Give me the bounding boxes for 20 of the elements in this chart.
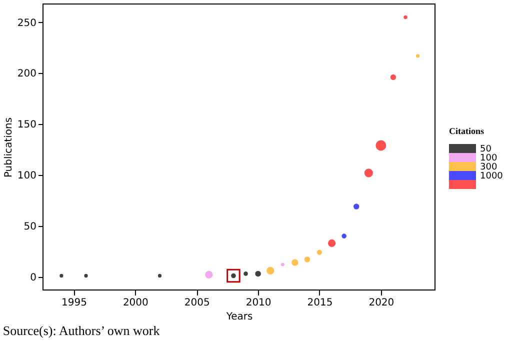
y-tick-label: 200 — [17, 68, 36, 80]
legend-label: 100 — [480, 154, 498, 164]
legend-label: 1000 — [480, 172, 504, 182]
source-note: Source(s): Authors’ own work — [2, 323, 160, 338]
y-tick-label: 50 — [24, 221, 36, 232]
x-tick-label: 1995 — [61, 298, 87, 308]
x-tick-label: 2020 — [368, 298, 394, 308]
x-axis-title: Years — [225, 312, 253, 322]
y-tick-label: 0 — [30, 272, 36, 284]
y-tick-label: 150 — [17, 120, 36, 131]
x-tick-label: 2000 — [122, 298, 148, 308]
x-tick-label: 2015 — [307, 298, 333, 308]
legend-label: 300 — [480, 162, 498, 172]
x-tick-label: 2010 — [246, 298, 272, 308]
y-tick-label: 250 — [17, 18, 36, 29]
y-axis-title: Publications — [3, 117, 14, 178]
y-tick-label: 100 — [17, 170, 36, 182]
legend-label: 50 — [480, 144, 492, 154]
x-tick-label: 2005 — [184, 298, 210, 308]
legend-title: Citations — [449, 126, 484, 136]
